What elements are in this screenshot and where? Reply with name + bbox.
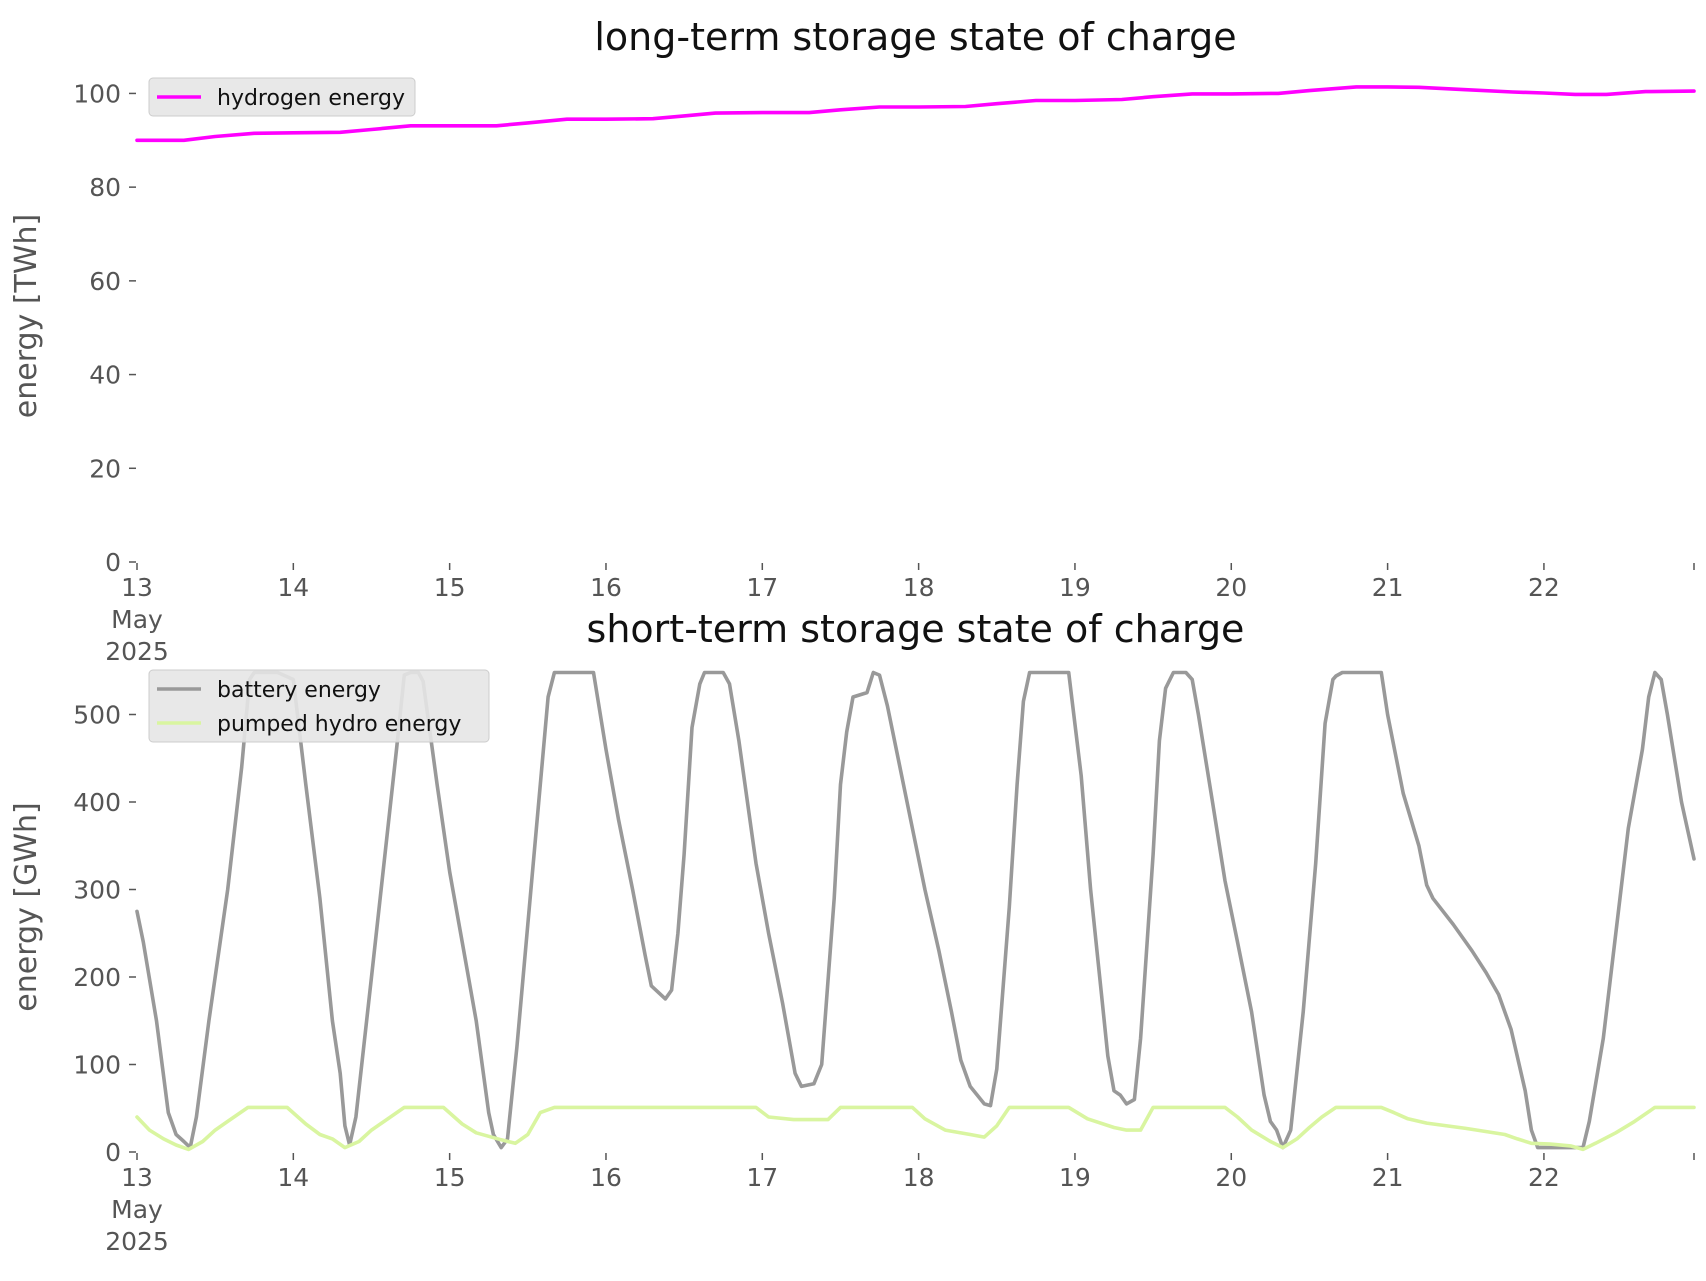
x-tick-label: 22 <box>1528 573 1560 602</box>
x-tick-label: 21 <box>1372 573 1404 602</box>
y-tick-label: 60 <box>89 267 121 296</box>
chart-title: short-term storage state of charge <box>587 607 1245 651</box>
chart-panel-2: short-term storage state of charge energy… <box>9 607 1696 1256</box>
x-tick-label: 18 <box>903 1163 935 1192</box>
x-tick-label: 16 <box>590 1163 622 1192</box>
x-tick-label: May <box>111 605 163 634</box>
series-line-hydrogen-energy <box>135 85 1696 143</box>
x-tick-label: 16 <box>590 573 622 602</box>
x-tick-label: 2025 <box>105 637 169 666</box>
x-tick-label: 13 <box>121 1163 153 1192</box>
legend-box <box>148 669 490 743</box>
x-tick-label: 2025 <box>105 1227 169 1256</box>
x-tick-label: 19 <box>1059 1163 1091 1192</box>
x-tick-label: May <box>111 1195 163 1224</box>
x-tick-label: 22 <box>1528 1163 1560 1192</box>
y-axis-label: energy [GWh] <box>9 802 44 1011</box>
legend: hydrogen energy <box>148 77 416 117</box>
y-tick-label: 100 <box>73 79 121 108</box>
x-tick-label: 13 <box>121 573 153 602</box>
y-tick-label: 0 <box>105 548 121 577</box>
series-line-pumped-hydro-energy <box>135 1105 1696 1152</box>
legend-box <box>148 77 416 117</box>
x-tick-label: 19 <box>1059 573 1091 602</box>
chart-title: long-term storage state of charge <box>594 15 1236 59</box>
x-tick-label: 17 <box>746 1163 778 1192</box>
y-tick-label: 300 <box>73 876 121 905</box>
x-tick-label: 15 <box>434 573 466 602</box>
chart-panel-1: long-term storage state of charge energy … <box>9 15 1696 666</box>
x-tick-label: 18 <box>903 573 935 602</box>
y-tick-label: 100 <box>73 1051 121 1080</box>
y-tick-label: 20 <box>89 454 121 483</box>
x-tick-label: 21 <box>1372 1163 1404 1192</box>
y-tick-label: 80 <box>89 173 121 202</box>
legend-entry: battery energy <box>217 678 381 703</box>
series-line-battery-energy <box>135 670 1696 1150</box>
legend-entry: hydrogen energy <box>217 86 405 111</box>
x-tick-label: 17 <box>746 573 778 602</box>
x-tick-label: 14 <box>277 1163 309 1192</box>
legend-entry: pumped hydro energy <box>217 712 461 737</box>
y-tick-label: 40 <box>89 361 121 390</box>
y-tick-label: 500 <box>73 701 121 730</box>
x-tick-label: 14 <box>277 573 309 602</box>
x-tick-label: 20 <box>1215 573 1247 602</box>
legend: battery energy pumped hydro energy <box>148 669 490 743</box>
y-tick-label: 200 <box>73 963 121 992</box>
y-tick-label: 400 <box>73 788 121 817</box>
y-tick-label: 0 <box>105 1138 121 1167</box>
x-tick-label: 15 <box>434 1163 466 1192</box>
y-axis-label: energy [TWh] <box>9 214 44 418</box>
x-tick-label: 20 <box>1215 1163 1247 1192</box>
